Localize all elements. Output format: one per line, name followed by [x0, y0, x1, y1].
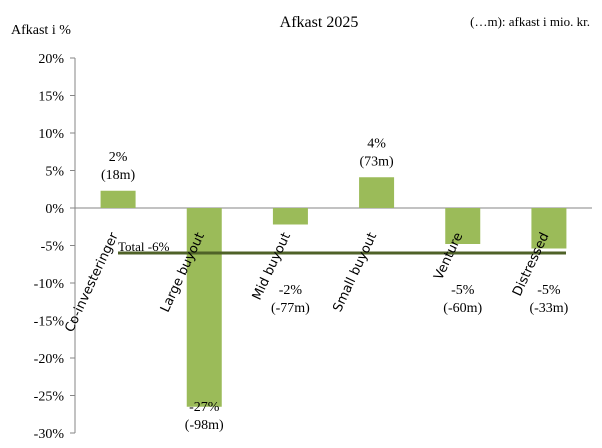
bar	[186, 208, 222, 407]
amount-label: (-60m)	[443, 301, 482, 316]
bar	[100, 190, 136, 208]
chart-title: Afkast 2025	[280, 14, 359, 31]
amount-label: (-98m)	[185, 418, 224, 433]
value-label: 2%	[109, 150, 128, 165]
y-tick-label: -15%	[34, 315, 65, 330]
y-tick-label: 10%	[38, 127, 64, 142]
y-tick-label: -30%	[34, 427, 65, 442]
y-tick-label: 5%	[45, 165, 64, 180]
y-tick-label: 20%	[38, 52, 64, 67]
bar	[445, 208, 481, 244]
total-label: Total -6%	[118, 239, 170, 254]
category-label: Venture	[431, 230, 466, 282]
y-tick-label: -10%	[34, 277, 65, 292]
bars	[100, 177, 567, 407]
value-label: -5%	[451, 283, 475, 298]
value-label: -27%	[189, 400, 220, 415]
amount-label: (73m)	[359, 154, 394, 169]
amount-label: (-77m)	[271, 301, 310, 316]
y-tick-label: -5%	[41, 240, 65, 255]
amount-label: (18m)	[101, 168, 136, 183]
total-line-group: Total -6%	[118, 239, 566, 255]
unit-note: (…m): afkast i mio. kr.	[470, 14, 590, 29]
amount-label: (-33m)	[529, 301, 568, 316]
value-label: -2%	[279, 283, 303, 298]
value-label: -5%	[537, 283, 561, 298]
y-tick-label: 0%	[45, 202, 64, 217]
y-tick-label: -20%	[34, 352, 65, 367]
y-tick-label: 15%	[38, 90, 64, 105]
bar	[359, 177, 395, 208]
value-label: 4%	[367, 136, 386, 151]
bar	[531, 208, 567, 249]
y-axis: 20% 15% 10% 5% 0% -5% -10% -15% -20% -25% -30%	[34, 52, 592, 442]
category-label: Small buyout	[330, 230, 380, 314]
y-tick-label: -25%	[34, 390, 65, 405]
y-axis-label: Afkast i %	[11, 23, 71, 38]
bar	[272, 208, 308, 225]
